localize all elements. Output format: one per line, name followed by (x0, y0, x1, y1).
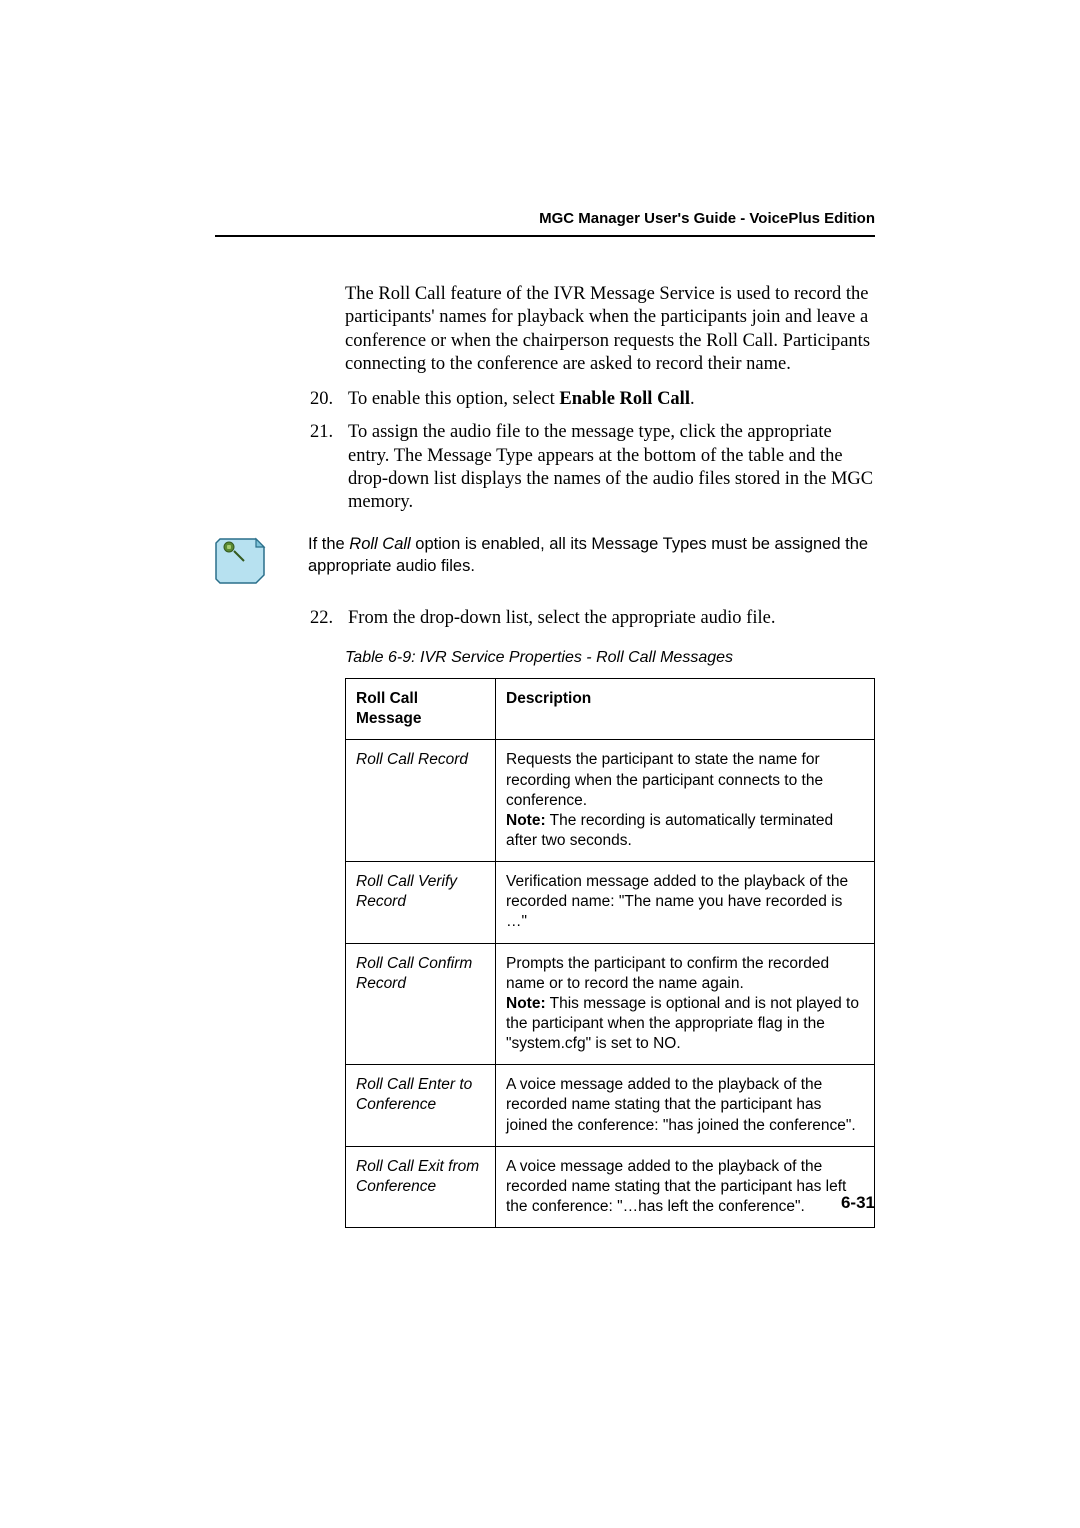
row-name: Roll Call Confirm Record (346, 943, 496, 1065)
table-row: Roll Call Enter to Conference A voice me… (346, 1065, 875, 1146)
step-number: 22. (310, 607, 333, 630)
page-number: 6-31 (841, 1193, 875, 1213)
table-header-row: Roll Call Message Description (346, 679, 875, 740)
page-content: The Roll Call feature of the IVR Message… (215, 283, 875, 1228)
step-bold: Enable Roll Call (559, 389, 690, 409)
desc-after: This message is optional and is not play… (506, 995, 859, 1052)
note-label: Note: (506, 812, 546, 829)
note-block: If the Roll Call option is enabled, all … (215, 533, 875, 589)
header-title: MGC Manager User's Guide - VoicePlus Edi… (215, 210, 875, 227)
row-name: Roll Call Enter to Conference (346, 1065, 496, 1146)
desc-before: A voice message added to the playback of… (506, 1158, 846, 1215)
desc-before: A voice message added to the playback of… (506, 1076, 856, 1133)
step-text: From the drop-down list, select the appr… (348, 608, 775, 628)
step-number: 21. (310, 421, 333, 444)
table-row: Roll Call Confirm Record Prompts the par… (346, 943, 875, 1065)
step-text-after: . (690, 389, 695, 409)
table-header-col1: Roll Call Message (346, 679, 496, 740)
row-name: Roll Call Record (346, 740, 496, 862)
step-20: 20. To enable this option, select Enable… (310, 388, 875, 411)
note-icon (212, 533, 268, 589)
step-22: 22. From the drop-down list, select the … (310, 607, 875, 630)
table-row: Roll Call Record Requests the participan… (346, 740, 875, 862)
header-rule (215, 235, 875, 237)
note-label: Note: (506, 995, 546, 1012)
note-italic: Roll Call (349, 535, 410, 553)
step-text: To assign the audio file to the message … (348, 422, 873, 512)
table-caption: Table 6-9: IVR Service Properties - Roll… (345, 648, 875, 668)
desc-before: Prompts the participant to confirm the r… (506, 955, 829, 992)
row-desc: Prompts the participant to confirm the r… (496, 943, 875, 1065)
row-desc: A voice message added to the playback of… (496, 1065, 875, 1146)
intro-paragraph: The Roll Call feature of the IVR Message… (345, 283, 875, 376)
steps-list-2: 22. From the drop-down list, select the … (310, 607, 875, 630)
document-page: MGC Manager User's Guide - VoicePlus Edi… (0, 0, 1080, 1528)
steps-list: 20. To enable this option, select Enable… (310, 388, 875, 514)
page-header: MGC Manager User's Guide - VoicePlus Edi… (215, 210, 875, 237)
row-desc: A voice message added to the playback of… (496, 1146, 875, 1227)
table-header-col2: Description (496, 679, 875, 740)
step-21: 21. To assign the audio file to the mess… (310, 421, 875, 514)
row-name: Roll Call Verify Record (346, 862, 496, 943)
row-name: Roll Call Exit from Conference (346, 1146, 496, 1227)
step-text: To enable this option, select Enable Rol… (348, 389, 695, 409)
table-row: Roll Call Exit from Conference A voice m… (346, 1146, 875, 1227)
desc-before: Requests the participant to state the na… (506, 751, 823, 808)
step-number: 20. (310, 388, 333, 411)
step-text-before: To enable this option, select (348, 389, 559, 409)
table-row: Roll Call Verify Record Verification mes… (346, 862, 875, 943)
roll-call-table: Roll Call Message Description Roll Call … (345, 678, 875, 1228)
desc-before: Verification message added to the playba… (506, 873, 848, 930)
desc-after: The recording is automatically terminate… (506, 812, 833, 849)
row-desc: Verification message added to the playba… (496, 862, 875, 943)
row-desc: Requests the participant to state the na… (496, 740, 875, 862)
note-prefix: If the (308, 535, 349, 553)
note-text: If the Roll Call option is enabled, all … (308, 533, 875, 578)
